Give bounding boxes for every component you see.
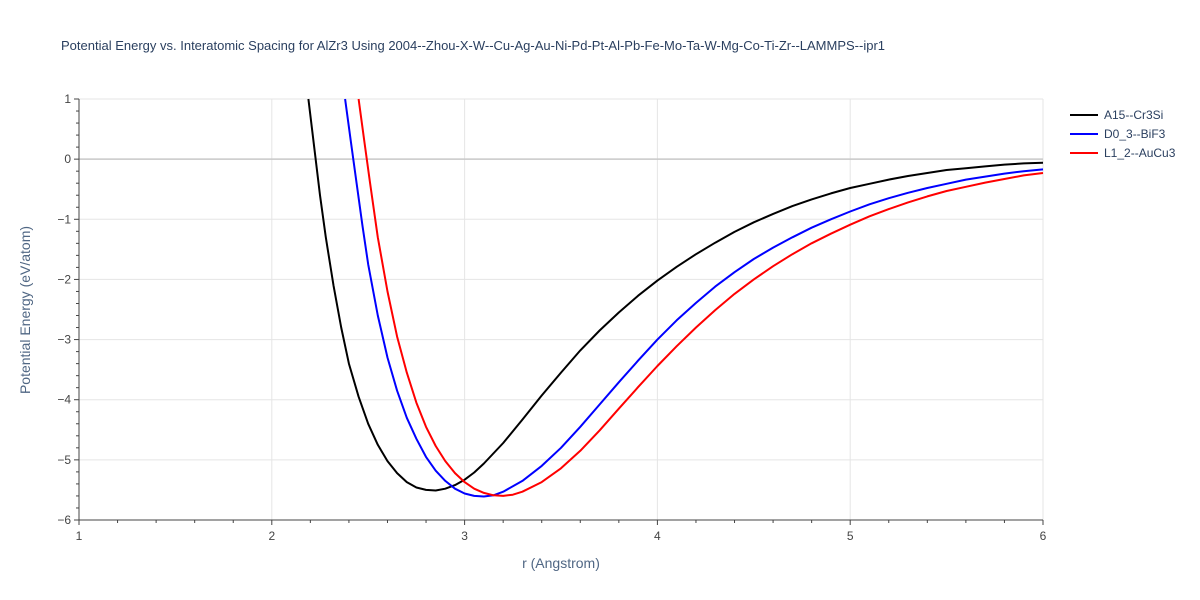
x-tick-label: 6 [1040, 529, 1047, 543]
y-tick-label: −1 [57, 212, 71, 226]
y-tick-label: −5 [57, 453, 71, 467]
y-tick-label: 0 [64, 152, 71, 166]
x-axis-ticks: 1 2 3 4 5 6 [76, 529, 1047, 543]
x-axis-title: r (Angstrom) [522, 555, 600, 571]
x-tick-label: 5 [847, 529, 854, 543]
series-line-a15-cr3si [307, 98, 1044, 492]
legend-item-d0-3-bif3[interactable]: D0_3--BiF3 [1070, 127, 1166, 141]
legend-item-a15-cr3si[interactable]: A15--Cr3Si [1070, 108, 1163, 122]
y-tick-label: −2 [57, 272, 71, 286]
y-tick-label: −6 [57, 513, 71, 527]
plot-area [307, 98, 1044, 498]
legend-label: L1_2--AuCu3 [1104, 146, 1176, 160]
x-tick-label: 1 [76, 529, 83, 543]
y-tick-label: 1 [64, 92, 71, 106]
chart-title: Potential Energy vs. Interatomic Spacing… [61, 38, 885, 53]
y-axis-title: Potential Energy (eV/atom) [17, 226, 33, 394]
axes [74, 98, 1044, 525]
legend-label: A15--Cr3Si [1104, 108, 1163, 122]
x-tick-label: 3 [461, 529, 468, 543]
series-line-d0-3-bif3 [344, 98, 1044, 498]
series-line-l1-2-aucu3 [357, 98, 1044, 497]
y-axis-ticks: 1 0 −1 −2 −3 −4 −5 −6 [57, 92, 71, 527]
x-tick-label: 2 [268, 529, 275, 543]
legend-label: D0_3--BiF3 [1104, 127, 1166, 141]
y-tick-label: −4 [57, 393, 71, 407]
legend[interactable]: A15--Cr3Si D0_3--BiF3 L1_2--AuCu3 [1070, 108, 1176, 160]
x-tick-label: 4 [654, 529, 661, 543]
legend-item-l1-2-aucu3[interactable]: L1_2--AuCu3 [1070, 146, 1176, 160]
y-tick-label: −3 [57, 333, 71, 347]
